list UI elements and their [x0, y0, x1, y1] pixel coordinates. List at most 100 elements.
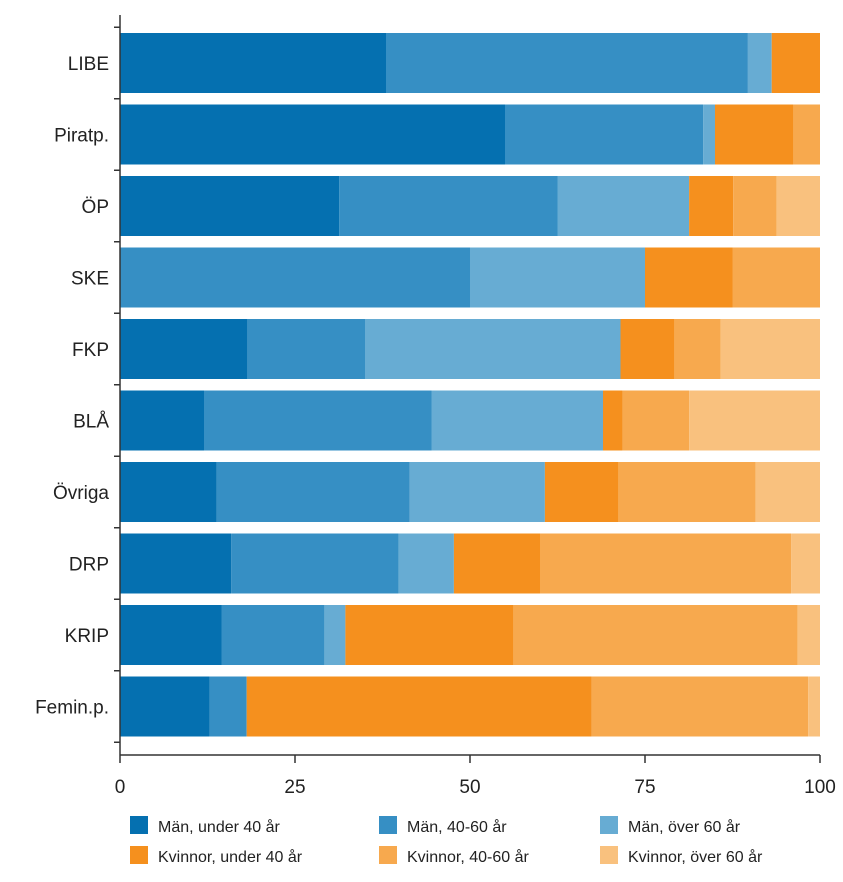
- legend-label: Kvinnor, under 40 år: [158, 848, 303, 866]
- bar-row-femin-p: [120, 676, 820, 737]
- bar-segment-ovriga-kvinnor-under-40-ar[interactable]: [544, 462, 619, 522]
- legend-swatch: [379, 816, 397, 834]
- bar-segment-krip-kvinnor-under-40-ar[interactable]: [345, 605, 514, 665]
- legend-item-kvinnor-over-60-ar[interactable]: Kvinnor, över 60 år: [600, 846, 763, 866]
- x-tick-label: 25: [284, 777, 305, 798]
- bar-row-fkp: [120, 319, 820, 379]
- bar-segment-bla-kvinnor-over-60-ar[interactable]: [689, 390, 820, 451]
- bars-layer: [120, 33, 820, 737]
- bar-segment-piratp-kvinnor-under-40-ar[interactable]: [715, 104, 794, 165]
- bar-segment-drp-man-under-40-ar[interactable]: [120, 533, 232, 594]
- category-label: FKP: [72, 340, 109, 361]
- bar-segment-krip-man-under-40-ar[interactable]: [120, 605, 222, 665]
- bar-segment-piratp-man-under-40-ar[interactable]: [120, 104, 505, 165]
- x-tick-label: 75: [634, 777, 655, 798]
- bar-segment-piratp-man-over-60-ar[interactable]: [703, 104, 715, 165]
- bar-segment-ske-man-40-60-ar[interactable]: [120, 247, 470, 308]
- bar-segment-op-man-40-60-ar[interactable]: [339, 176, 558, 236]
- legend-item-man-40-60-ar[interactable]: Män, 40-60 år: [379, 816, 507, 836]
- bar-segment-krip-man-over-60-ar[interactable]: [324, 605, 346, 665]
- bar-row-op: [120, 176, 820, 236]
- legend-label: Män, 40-60 år: [407, 818, 507, 836]
- bar-segment-ske-kvinnor-40-60-ar[interactable]: [732, 247, 821, 308]
- bar-segment-ske-man-over-60-ar[interactable]: [470, 247, 645, 308]
- bar-row-drp: [120, 533, 820, 594]
- bar-segment-piratp-kvinnor-40-60-ar[interactable]: [793, 104, 820, 165]
- bar-row-ske: [120, 247, 821, 308]
- category-labels: LIBE Piratp. ÖP SKE FKP BLÅ Övriga DRP KRIP Femin…: [35, 54, 109, 719]
- bar-segment-piratp-man-40-60-ar[interactable]: [505, 104, 704, 165]
- bar-segment-ske-kvinnor-under-40-ar[interactable]: [645, 247, 733, 308]
- legend-item-man-over-60-ar[interactable]: Män, över 60 år: [600, 816, 741, 836]
- category-label: SKE: [71, 269, 109, 290]
- axes: 0 25 50 75 100: [114, 15, 836, 798]
- bar-segment-drp-man-40-60-ar[interactable]: [231, 533, 399, 594]
- legend-swatch: [130, 846, 148, 864]
- bar-row-bla: [120, 390, 820, 451]
- bar-segment-op-kvinnor-over-60-ar[interactable]: [776, 176, 820, 236]
- bar-segment-bla-kvinnor-under-40-ar[interactable]: [603, 390, 623, 451]
- bar-segment-femin-p-kvinnor-under-40-ar[interactable]: [246, 676, 592, 737]
- bar-segment-op-kvinnor-under-40-ar[interactable]: [689, 176, 734, 236]
- bar-segment-drp-kvinnor-over-60-ar[interactable]: [791, 533, 820, 594]
- bar-segment-libe-man-under-40-ar[interactable]: [120, 33, 386, 93]
- legend-item-man-under-40-ar[interactable]: Män, under 40 år: [130, 816, 281, 836]
- bar-segment-fkp-kvinnor-under-40-ar[interactable]: [620, 319, 675, 379]
- bar-segment-libe-man-40-60-ar[interactable]: [386, 33, 748, 93]
- bar-segment-fkp-man-40-60-ar[interactable]: [247, 319, 365, 379]
- bar-segment-bla-man-40-60-ar[interactable]: [204, 390, 432, 451]
- legend-swatch: [130, 816, 148, 834]
- legend-label: Män, över 60 år: [628, 818, 741, 836]
- x-tick-label: 100: [804, 777, 836, 798]
- bar-segment-fkp-kvinnor-over-60-ar[interactable]: [720, 319, 820, 379]
- bar-segment-op-man-under-40-ar[interactable]: [120, 176, 340, 236]
- bar-segment-drp-kvinnor-under-40-ar[interactable]: [453, 533, 540, 594]
- bar-segment-ovriga-kvinnor-40-60-ar[interactable]: [618, 462, 756, 522]
- bar-segment-bla-kvinnor-40-60-ar[interactable]: [622, 390, 690, 451]
- legend-label: Kvinnor, över 60 år: [628, 848, 763, 866]
- bar-segment-op-kvinnor-40-60-ar[interactable]: [733, 176, 777, 236]
- legend-swatch: [600, 816, 618, 834]
- bar-segment-femin-p-kvinnor-40-60-ar[interactable]: [591, 676, 809, 737]
- legend-label: Kvinnor, 40-60 år: [407, 848, 530, 866]
- category-label: Piratp.: [54, 126, 109, 147]
- bar-segment-krip-kvinnor-over-60-ar[interactable]: [797, 605, 820, 665]
- legend[interactable]: Män, under 40 år Män, 40-60 år Män, över 6…: [130, 816, 763, 866]
- bar-row-krip: [120, 605, 820, 665]
- category-label: LIBE: [68, 54, 109, 75]
- bar-segment-krip-man-40-60-ar[interactable]: [221, 605, 325, 665]
- bar-row-ovriga: [120, 462, 820, 522]
- bar-row-piratp: [120, 104, 820, 165]
- bar-segment-ovriga-man-40-60-ar[interactable]: [216, 462, 410, 522]
- bar-segment-ovriga-man-over-60-ar[interactable]: [409, 462, 545, 522]
- bar-segment-krip-kvinnor-40-60-ar[interactable]: [513, 605, 798, 665]
- legend-item-kvinnor-under-40-ar[interactable]: Kvinnor, under 40 år: [130, 846, 303, 866]
- bar-segment-libe-kvinnor-under-40-ar[interactable]: [771, 33, 820, 93]
- category-label: Övriga: [53, 483, 109, 504]
- bar-segment-ovriga-man-under-40-ar[interactable]: [120, 462, 217, 522]
- bar-segment-fkp-man-under-40-ar[interactable]: [120, 319, 248, 379]
- bar-segment-fkp-kvinnor-40-60-ar[interactable]: [674, 319, 721, 379]
- category-label: Femin.p.: [35, 698, 109, 719]
- legend-item-kvinnor-40-60-ar[interactable]: Kvinnor, 40-60 år: [379, 846, 530, 866]
- bar-segment-drp-kvinnor-40-60-ar[interactable]: [540, 533, 792, 594]
- bar-segment-fkp-man-over-60-ar[interactable]: [365, 319, 621, 379]
- bar-row-libe: [120, 33, 820, 93]
- category-label: DRP: [69, 555, 109, 576]
- bar-segment-bla-man-over-60-ar[interactable]: [431, 390, 604, 451]
- bar-segment-libe-man-over-60-ar[interactable]: [747, 33, 772, 93]
- category-label: ÖP: [82, 197, 109, 218]
- bar-segment-femin-p-man-40-60-ar[interactable]: [209, 676, 247, 737]
- bar-segment-ovriga-kvinnor-over-60-ar[interactable]: [755, 462, 820, 522]
- category-label: BLÅ: [73, 412, 109, 433]
- x-tick-label: 50: [459, 777, 480, 798]
- legend-swatch: [600, 846, 618, 864]
- legend-label: Män, under 40 år: [158, 818, 281, 836]
- bar-segment-op-man-over-60-ar[interactable]: [557, 176, 690, 236]
- bar-segment-femin-p-kvinnor-over-60-ar[interactable]: [808, 676, 820, 737]
- bar-segment-drp-man-over-60-ar[interactable]: [398, 533, 454, 594]
- bar-segment-femin-p-man-under-40-ar[interactable]: [120, 676, 210, 737]
- bar-segment-bla-man-under-40-ar[interactable]: [120, 390, 204, 451]
